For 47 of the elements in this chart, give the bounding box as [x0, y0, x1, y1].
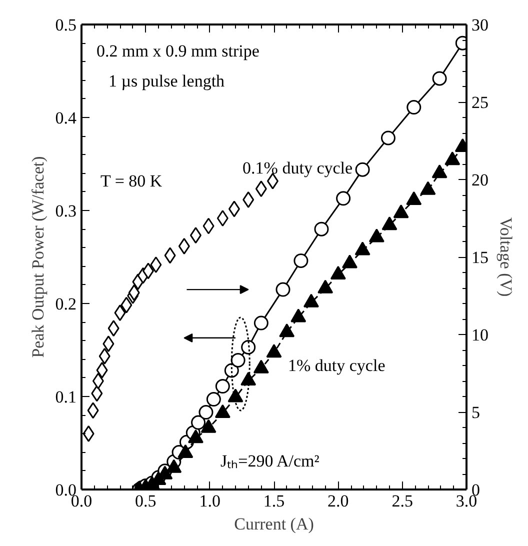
point	[202, 218, 214, 234]
annotation: T = 80 K	[100, 172, 163, 190]
point	[190, 227, 202, 244]
point	[92, 372, 104, 390]
x-tick-label: 0.5	[135, 492, 156, 510]
annotation: 1 µs pulse length	[108, 72, 226, 90]
point	[102, 336, 114, 352]
y2-tick-label: 30	[472, 16, 488, 34]
y2-axis-title: Voltage (V)	[496, 217, 516, 297]
x-tick-label: 1.5	[263, 492, 285, 510]
point	[255, 180, 267, 198]
point	[142, 262, 154, 280]
series-label: 1% duty cycle	[288, 356, 386, 375]
annotation: Jₜₕ=290 A/cm²	[220, 452, 320, 470]
y2-tick-label: 5	[472, 403, 480, 422]
x-tick-label: 1.0	[199, 492, 220, 510]
y-tick-label: 0.1	[55, 388, 76, 406]
y-tick-label: 0.4	[55, 108, 77, 128]
point	[266, 172, 278, 190]
y-axis-title: Peak Output Power (W/facet)	[28, 156, 48, 358]
y2-tick-label: 20	[472, 170, 488, 190]
point	[120, 296, 132, 314]
point	[178, 238, 190, 254]
x-tick-label: 2.5	[392, 492, 413, 510]
point	[82, 425, 94, 442]
y-tick-label: 0.3	[55, 202, 76, 220]
x-tick-label: 2.0	[328, 492, 349, 510]
series-label: 0.1% duty cycle	[242, 158, 353, 178]
y-tick-label: 0.2	[55, 294, 76, 314]
y2-tick-label: 25	[472, 93, 488, 112]
point	[242, 191, 254, 208]
x-axis-title: Current (A)	[234, 514, 314, 534]
y-tick-label: 0.5	[55, 16, 76, 34]
y2-tick-label: 15	[472, 248, 488, 267]
point	[108, 320, 120, 337]
annotation: 0.2 mm x 0.9 mm stripe	[96, 42, 260, 60]
point	[150, 256, 162, 273]
point	[228, 200, 240, 218]
point	[91, 385, 103, 402]
point	[164, 247, 176, 264]
point	[87, 402, 99, 419]
point	[98, 348, 110, 364]
point	[96, 362, 108, 378]
point	[114, 304, 126, 322]
point	[128, 284, 140, 301]
y2-tick-label: 10	[472, 326, 488, 344]
point	[216, 210, 228, 226]
